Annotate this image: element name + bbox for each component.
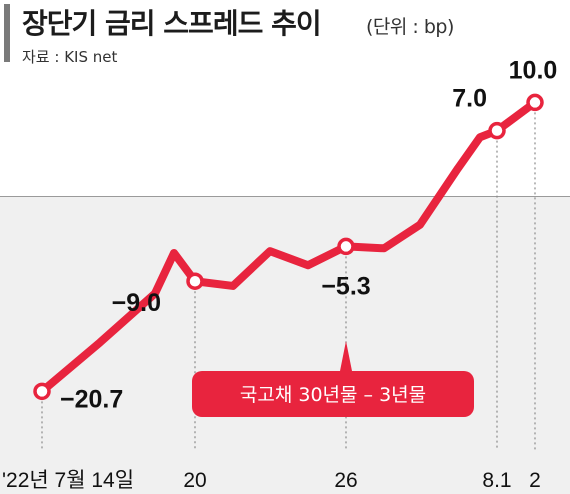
chart-title: 장단기 금리 스프레드 추이 (22, 7, 322, 40)
negative-region (0, 196, 570, 494)
unit-label: (단위 : bp) (366, 16, 454, 38)
point-label-0: −20.7 (60, 385, 123, 413)
x-tick-label-3: 8.1 (482, 469, 511, 492)
point-label-3: 7.0 (452, 85, 487, 113)
x-tick-label-0: '22년 7월 14일 (2, 469, 134, 492)
source-label: 자료 : KIS net (22, 48, 118, 66)
point-marker-4 (526, 93, 544, 112)
point-label-1: −9.0 (112, 289, 161, 317)
x-tick-label-4: 2 (529, 469, 541, 492)
point-marker-3 (488, 121, 506, 140)
callout-pointer (340, 341, 352, 371)
point-marker-1 (186, 272, 204, 290)
point-marker-0 (33, 382, 51, 401)
point-label-2: −5.3 (321, 272, 370, 300)
callout-box (192, 371, 474, 417)
point-label-4: 10.0 (509, 56, 558, 84)
callout-label: 국고채 30년물 – 3년물 (240, 384, 426, 406)
series-line (38, 98, 539, 396)
title-accent-bar (4, 4, 10, 62)
x-tick-label-2: 26 (334, 469, 357, 492)
x-tick-label-1: 20 (183, 469, 206, 492)
point-marker-2 (337, 237, 355, 256)
